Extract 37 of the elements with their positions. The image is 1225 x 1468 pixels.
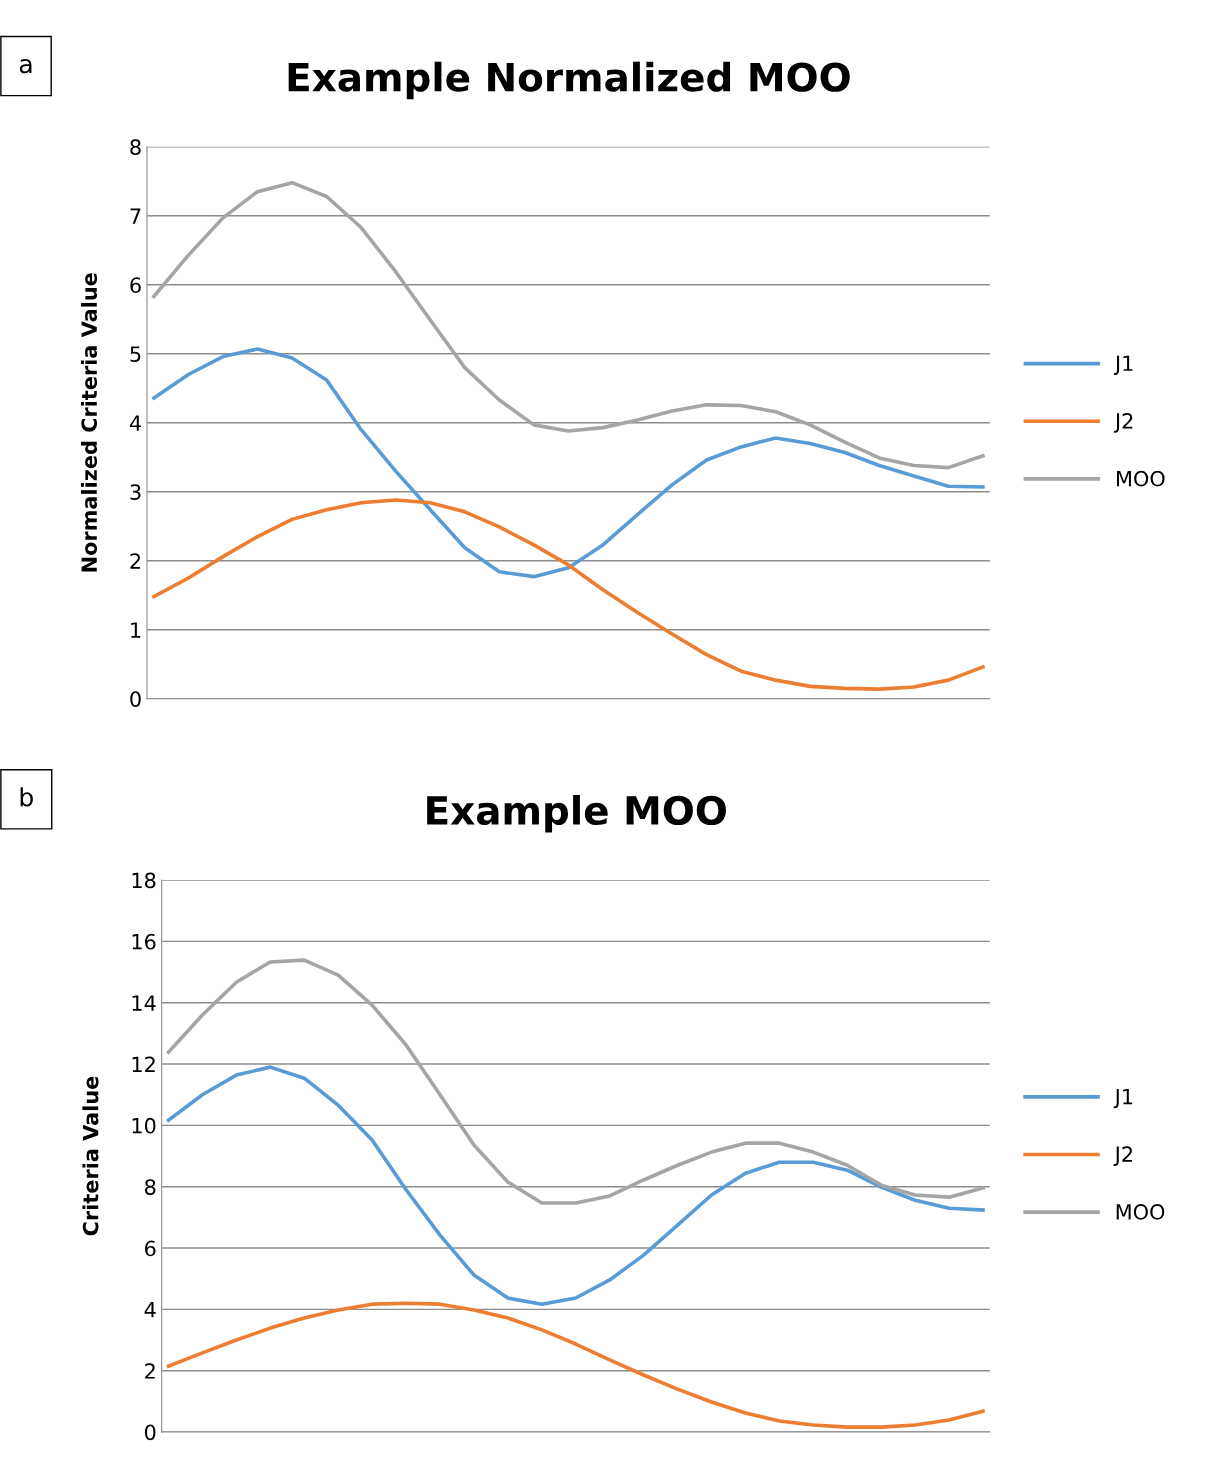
legend-label: J1	[1113, 1088, 1133, 1109]
text: b	[20, 787, 33, 807]
y-axis-title: Criteria Value	[82, 1076, 99, 1236]
y-tick-label: 16	[132, 933, 156, 950]
line-series	[152, 498, 985, 691]
y-tick-label: 1	[131, 622, 141, 638]
y-tick-label: 18	[132, 872, 156, 889]
y-tick-label: 6	[130, 277, 141, 293]
y-tick-label: 14	[132, 995, 156, 1011]
y-tick-label: 3	[130, 484, 141, 500]
y-tick-label: 8	[130, 139, 141, 156]
legend-label: J2	[1113, 413, 1133, 433]
line-series	[166, 958, 985, 1205]
y-tick-label: 0	[144, 1424, 156, 1441]
y-tick-label: 2	[130, 553, 141, 569]
y-tick-label: 2	[145, 1363, 155, 1379]
y-tick-label: 10	[132, 1117, 156, 1134]
line-series	[152, 180, 985, 470]
y-tick-label: 6	[145, 1240, 156, 1257]
line-series	[166, 1065, 985, 1306]
chart-title: Example MOO	[427, 794, 726, 833]
legend-label: MOO	[1116, 1204, 1165, 1220]
y-tick-label: 4	[144, 1302, 156, 1318]
y-tick-label: 7	[130, 208, 141, 224]
y-tick-label: 12	[132, 1056, 155, 1072]
line-series	[152, 347, 985, 579]
text: a	[19, 58, 32, 74]
legend-label: MOO	[1117, 470, 1165, 487]
chart-title: Example Normalized MOO	[288, 61, 850, 100]
y-tick-label: 4	[129, 415, 141, 431]
y-tick-label: 5	[130, 346, 141, 362]
line-series	[166, 1301, 985, 1429]
legend-label: J2	[1113, 1146, 1133, 1166]
y-tick-label: 8	[145, 1179, 156, 1195]
y-tick-label: 0	[130, 691, 141, 707]
y-axis-title: Normalized Criteria Value	[80, 273, 98, 572]
legend-label: J1	[1113, 355, 1133, 376]
